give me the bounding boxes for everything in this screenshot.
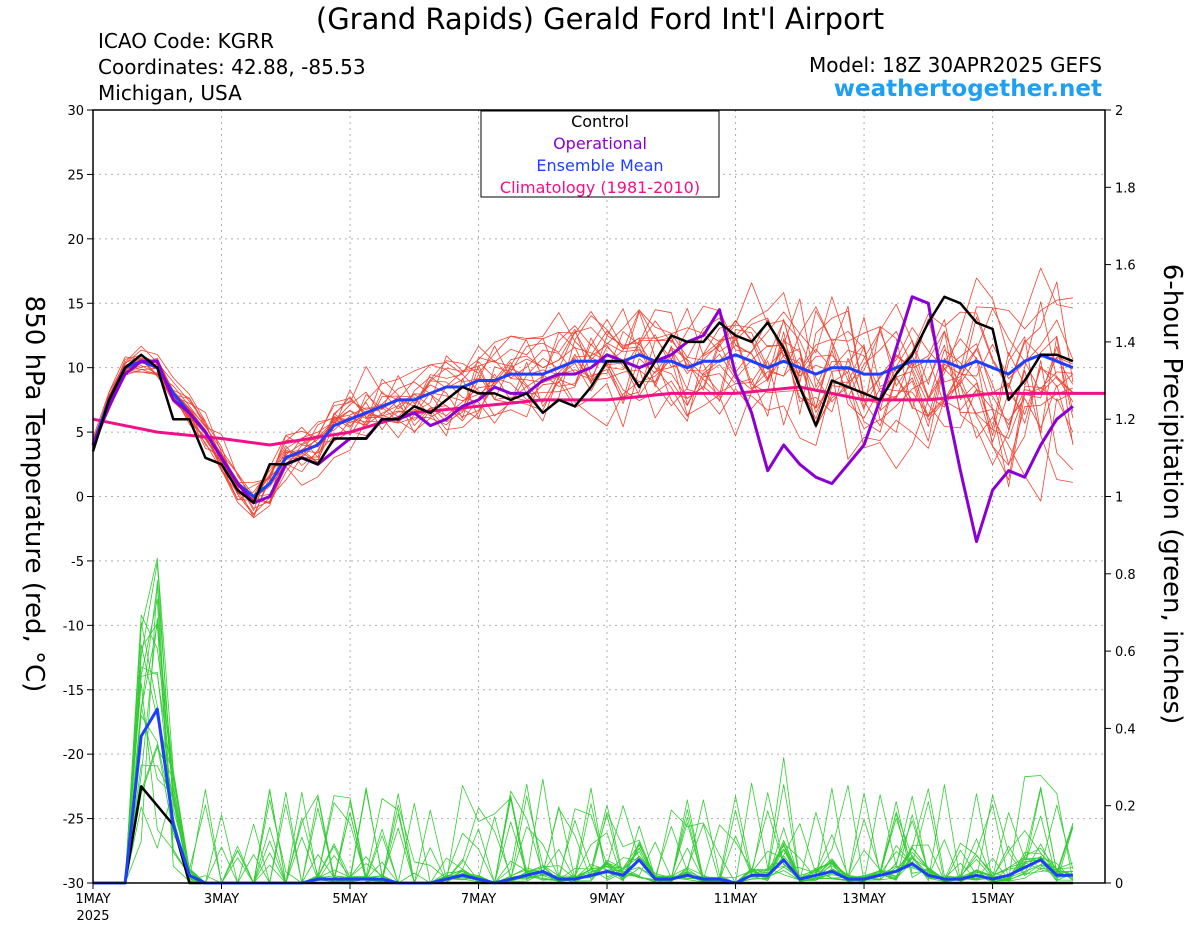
precipitation-member-line xyxy=(93,644,1074,884)
y-left-tick-label: 10 xyxy=(67,362,84,377)
y-left-tick-label: 0 xyxy=(76,491,84,506)
y-right-tick-label: 2 xyxy=(1115,104,1123,119)
y-right-tick-label: 1.4 xyxy=(1115,336,1136,351)
temperature-member-line xyxy=(92,303,1074,500)
y-left-tick-label: -30 xyxy=(63,877,84,892)
climatology-line xyxy=(92,385,1105,447)
y-left-tick-label: -20 xyxy=(63,748,84,763)
icao-code: ICAO Code: KGRR xyxy=(98,29,274,53)
x-tick-label: 15MAY xyxy=(971,892,1015,907)
x-tick-label: 11MAY xyxy=(714,892,758,907)
legend-entry: Ensemble Mean xyxy=(536,156,663,175)
y-right-tick-label: 0.8 xyxy=(1115,568,1136,583)
precipitation-member-line xyxy=(93,562,1074,884)
control-temperature-line xyxy=(91,295,1074,505)
legend-entry: Operational xyxy=(553,134,647,153)
temperature-member-line xyxy=(92,296,1074,495)
ensemble-precipitation-members xyxy=(93,557,1074,884)
y-left-tick-label: 30 xyxy=(67,104,84,119)
y-right-tick-label: 0.2 xyxy=(1115,800,1136,815)
coordinates: Coordinates: 42.88, -85.53 xyxy=(98,55,366,79)
y-right-tick-label: 1 xyxy=(1115,491,1123,506)
precipitation-member-line xyxy=(93,557,1074,884)
y-right-tick-label: 1.8 xyxy=(1115,181,1136,196)
ensemble-temperature-members xyxy=(92,267,1074,519)
model-run: Model: 18Z 30APR2025 GEFS xyxy=(809,53,1102,77)
y-right-tick-label: 1.6 xyxy=(1115,259,1136,274)
x-tick-label: 1MAY xyxy=(75,892,110,907)
temperature-member-line xyxy=(92,297,1073,515)
temperature-member-line xyxy=(92,326,1073,518)
precipitation-member-line xyxy=(93,584,1073,884)
x-tick-label: 5MAY xyxy=(332,892,367,907)
y-left-tick-label: -25 xyxy=(63,813,84,828)
temperature-member-line xyxy=(92,308,1074,484)
legend: Control Operational Ensemble Mean Climatolo… xyxy=(480,110,720,198)
y-left-tick-label: 25 xyxy=(67,168,84,183)
temperature-member-line xyxy=(92,306,1074,504)
y-right-tick-label: 0 xyxy=(1115,877,1123,892)
y-right-tick-label: 1.2 xyxy=(1115,413,1136,428)
y-left-tick-label: -5 xyxy=(71,555,84,570)
legend-box xyxy=(480,110,720,198)
axes: 302520151050-5-10-15-20-25-3021.81.61.41… xyxy=(63,104,1136,924)
precipitation-member-line xyxy=(93,580,1073,884)
y-right-tick-label: 0.6 xyxy=(1115,645,1136,660)
x-tick-label: 13MAY xyxy=(842,892,886,907)
y-left-tick-label: 20 xyxy=(67,233,84,248)
precipitation-member-line xyxy=(93,715,1073,884)
brand-link[interactable]: weathertogether.net xyxy=(833,76,1102,102)
precipitation-member-line xyxy=(93,666,1074,884)
y-left-tick-label: -15 xyxy=(63,684,84,699)
region: Michigan, USA xyxy=(98,81,242,105)
precipitation-member-line xyxy=(93,617,1073,884)
operational-temperature-line xyxy=(91,295,1074,544)
x-tick-label: 7MAY xyxy=(461,892,496,907)
temperature-member-line xyxy=(92,301,1074,519)
legend-entry: Control xyxy=(571,112,629,131)
y-right-tick-label: 0.4 xyxy=(1115,722,1136,737)
chart-title: (Grand Rapids) Gerald Ford Int'l Airport xyxy=(315,2,885,36)
y-left-tick-label: 15 xyxy=(67,297,84,312)
temperature-member-line xyxy=(92,309,1074,499)
x-tick-sublabel: 2025 xyxy=(76,909,109,924)
precipitation-member-line xyxy=(93,682,1074,884)
y-left-tick-label: -10 xyxy=(63,619,84,634)
temperature-member-line xyxy=(92,311,1074,499)
legend-entry: Climatology (1981-2010) xyxy=(500,178,700,197)
y-left-tick-label: 5 xyxy=(76,426,84,441)
station-info: ICAO Code: KGRR Coordinates: 42.88, -85.… xyxy=(98,28,366,106)
x-tick-label: 3MAY xyxy=(204,892,239,907)
x-tick-label: 9MAY xyxy=(589,892,624,907)
temperature-member-line xyxy=(92,267,1073,509)
